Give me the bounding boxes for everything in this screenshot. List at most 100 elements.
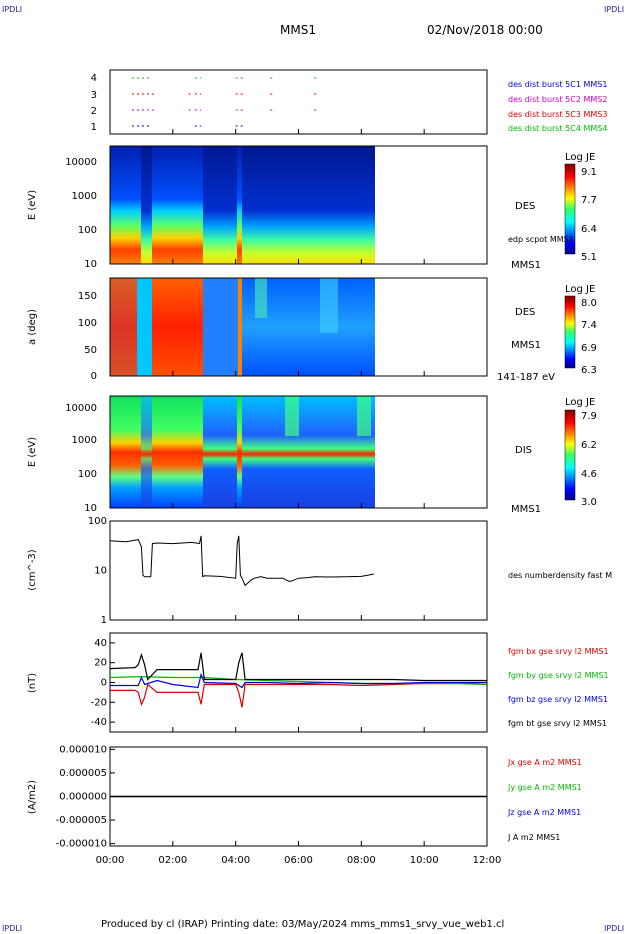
ytick-burst-1: 1 (91, 122, 97, 133)
corner-mark-bottom-left: IPDLI (2, 924, 23, 933)
des-energy-hot-interval-2 (152, 146, 203, 264)
dis-energy-spike (237, 396, 242, 508)
ytick-dis-energy-100: 100 (78, 469, 97, 480)
density-series-line (109, 535, 375, 587)
des-pitch-streak-1 (255, 278, 267, 318)
des-energy-hot-interval-1 (110, 146, 141, 264)
xtick-label-6: 12:00 (473, 855, 502, 866)
field-ytick-3: 20 (94, 658, 107, 669)
colorbar-1-tick-0: 9.1 (581, 167, 597, 178)
legend-j: J A m2 MMS1 (507, 833, 560, 842)
colorbar-1-tick-3: 5.1 (581, 252, 597, 263)
colorbar-des-pitch (564, 295, 576, 369)
field-series-3 (109, 652, 487, 682)
ytick-burst-4: 4 (91, 73, 97, 84)
legend-density: des numberdensity fast M (508, 571, 612, 580)
ytick-density-100: 100 (88, 516, 107, 527)
field-ytick-0: -40 (91, 717, 107, 728)
current-ytick-2: 0.000000 (59, 792, 107, 803)
dis-energy-streak-1 (285, 396, 299, 436)
colorbar-dis-energy (564, 409, 576, 501)
field-plot: -40 -20 0 20 40 (91, 638, 488, 728)
ytick-dis-energy-10: 10 (84, 503, 97, 514)
xtick-label-1: 02:00 (158, 855, 187, 866)
corner-mark-top-left: IPDLI (2, 5, 23, 14)
field-ytick-1: -20 (91, 697, 107, 708)
colorbar-3-tick-0: 7.9 (581, 411, 597, 422)
des-pitch-dip (137, 278, 152, 376)
legend-fgm-bt: fgm bt gse srvy l2 MMS1 (508, 719, 607, 728)
des-energy-spectrogram (110, 146, 375, 264)
spacecraft-label-1: MMS1 (511, 260, 541, 271)
colorbar-3-tick-1: 6.2 (581, 440, 597, 451)
xtick-label-3: 06:00 (284, 855, 313, 866)
frame-burst (109, 69, 488, 135)
legend-burst-5c4: des dist burst 5C4 MMS4 (508, 124, 607, 133)
ytick-pitch-150: 150 (78, 291, 97, 302)
ytick-des-energy-10: 10 (84, 259, 97, 270)
spacecraft-label-2: MMS1 (511, 340, 541, 351)
colorbar-2-tick-2: 6.9 (581, 343, 597, 354)
ytick-density-10: 10 (94, 566, 107, 577)
colorbar-des-energy (564, 163, 576, 255)
legend-jy: Jy gse A m2 MMS1 (507, 783, 582, 792)
colorbar-title-1: Log JE (565, 152, 595, 163)
colorbar-title-3: Log JE (565, 397, 595, 408)
xtick-label-2: 04:00 (221, 855, 250, 866)
instrument-des-1: DES (515, 201, 535, 212)
xtick-label-0: 00:00 (96, 855, 125, 866)
field-ytick-4: 40 (94, 638, 107, 649)
instrument-des-2: DES (515, 307, 535, 318)
current-ytick-3: 0.000005 (59, 768, 107, 779)
des-pitch-streak-2 (320, 278, 338, 333)
dis-energy-spectrogram (110, 396, 375, 508)
instrument-dis: DIS (515, 445, 532, 456)
ytick-des-energy-100: 100 (78, 225, 97, 236)
field-series-0 (110, 681, 488, 708)
energy-range-label: 141-187 eV (497, 372, 555, 383)
dis-energy-hot-region (110, 396, 203, 508)
des-pitch-hot-interval-2 (152, 278, 203, 376)
ytick-dis-energy-1000: 1000 (72, 435, 97, 446)
ytick-dis-energy-10000: 10000 (65, 403, 97, 414)
footer-credit: Produced by cl (IRAP) Printing date: 03/… (101, 919, 505, 930)
colorbar-3-tick-2: 4.6 (581, 469, 597, 480)
des-energy-dip-1 (141, 146, 152, 264)
xtick-label-5: 10:00 (410, 855, 439, 866)
density-plot: 1 10 100 (88, 516, 375, 626)
axis-ticks: 00:00 02:00 04:00 06:00 08:00 10:00 12:00 (96, 129, 502, 866)
corner-mark-top-right: IPDLI (604, 5, 625, 14)
ylabel-des-pitch: a (deg) (27, 309, 38, 345)
burst-markers (131, 77, 318, 127)
ytick-density-1: 1 (101, 615, 107, 626)
ytick-burst-2: 2 (91, 106, 97, 117)
ylabel-des-energy: E (eV) (27, 190, 38, 220)
spacecraft-label-3: MMS1 (511, 504, 541, 515)
ylabel-field: (nT) (27, 673, 38, 693)
ylabel-current: (A/m2) (27, 780, 38, 814)
des-energy-hot-spike (237, 146, 242, 264)
des-pitch-spectrogram (110, 278, 375, 376)
field-series-2 (110, 672, 487, 689)
legend-burst-5c1: des dist burst 5C1 MMS1 (508, 80, 607, 89)
colorbar-2-tick-1: 7.4 (581, 320, 597, 331)
ytick-des-energy-1000: 1000 (72, 191, 97, 202)
xtick-label-4: 08:00 (347, 855, 376, 866)
dis-energy-streak-2 (357, 396, 371, 436)
ylabel-dis-energy: E (eV) (27, 437, 38, 467)
mission-title: MMS1 (280, 23, 316, 37)
ytick-pitch-100: 100 (78, 318, 97, 329)
ytick-pitch-0: 0 (91, 371, 97, 382)
colorbar-3-tick-3: 3.0 (581, 497, 597, 508)
des-pitch-spike (238, 278, 242, 376)
colorbar-1-tick-2: 6.4 (581, 224, 597, 235)
ytick-pitch-50: 50 (84, 345, 97, 356)
plot-datetime: 02/Nov/2018 00:00 (427, 23, 543, 37)
des-pitch-mid-band (203, 278, 238, 376)
frame-density (109, 520, 488, 621)
dis-energy-dip (141, 396, 152, 508)
des-pitch-hot-interval-1 (110, 278, 137, 376)
ytick-burst-3: 3 (91, 90, 97, 101)
colorbar-2-tick-0: 8.0 (581, 298, 597, 309)
